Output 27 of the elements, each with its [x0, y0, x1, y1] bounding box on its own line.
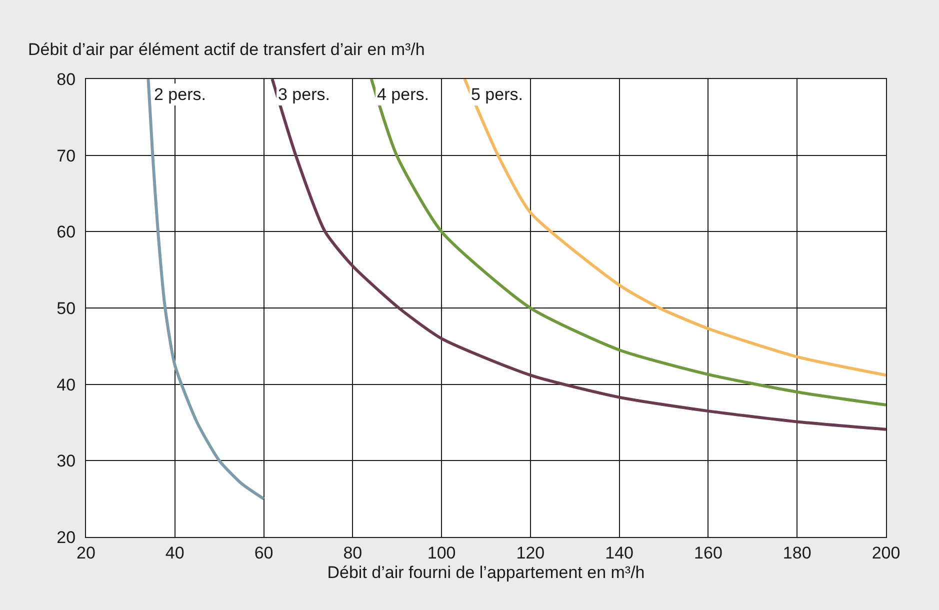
line-series — [270, 79, 886, 431]
x-tick-label: 20 — [76, 543, 96, 562]
y-tick-label: 40 — [56, 375, 76, 394]
line-series — [463, 79, 886, 377]
x-tick-label: 100 — [427, 543, 456, 562]
x-tick-label: 200 — [872, 543, 900, 562]
y-tick-label: 20 — [56, 528, 76, 547]
x-tick-label: 40 — [165, 543, 184, 562]
series-label: 3 pers. — [278, 85, 330, 104]
x-tick-label: 180 — [782, 543, 812, 562]
line-series — [146, 79, 266, 500]
line-series — [370, 79, 886, 406]
x-tick-label: 140 — [605, 543, 634, 562]
x-tick-label: 80 — [343, 543, 362, 562]
y-axis-title: Débit d’air par élément actif de transfert d’air en m³/h — [28, 40, 425, 59]
series-label: 5 pers. — [471, 85, 523, 104]
x-tick-label: 60 — [254, 543, 274, 562]
y-tick-label: 30 — [56, 452, 76, 471]
x-tick-label: 120 — [516, 543, 545, 562]
x-axis-title: Débit d’air fourni de l’appartement en m³/h — [327, 562, 645, 582]
y-tick-label: 70 — [56, 146, 76, 166]
y-tick-label: 80 — [56, 70, 76, 89]
x-tick-label: 160 — [694, 543, 722, 562]
series-label: 2 pers. — [154, 85, 206, 104]
series-label: 4 pers. — [377, 85, 429, 104]
y-tick-label: 50 — [56, 298, 76, 318]
y-tick-label: 60 — [56, 222, 76, 242]
